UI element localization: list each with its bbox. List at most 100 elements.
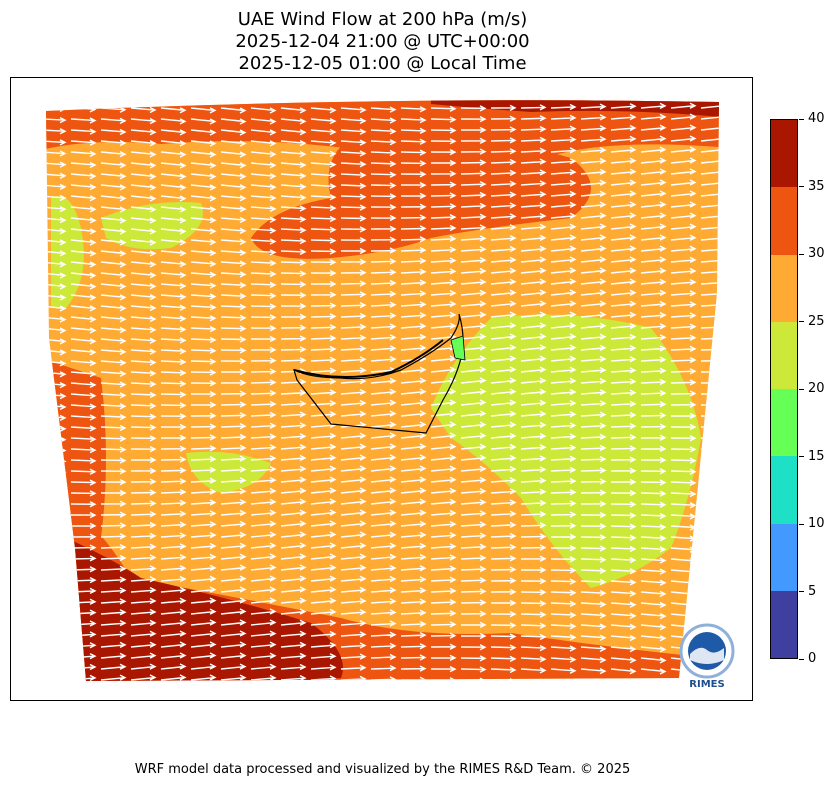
wind-arrow — [100, 674, 127, 681]
wind-arrow — [250, 162, 277, 169]
wind-arrow — [610, 679, 637, 682]
wind-arrow — [460, 632, 487, 640]
wind-arrow — [340, 367, 367, 374]
wind-arrow — [670, 290, 697, 297]
wind-arrow — [130, 162, 157, 169]
wind-arrow — [700, 312, 719, 319]
wind-arrow — [310, 259, 337, 266]
colorbar-tick-label: 40 — [808, 111, 825, 126]
wind-arrow — [250, 553, 277, 560]
wind-arrow — [160, 630, 187, 637]
wind-arrow — [400, 290, 427, 297]
wind-arrow — [370, 106, 397, 113]
wind-arrow — [640, 102, 667, 110]
wind-arrow — [670, 468, 697, 475]
uae-border-outline — [293, 313, 464, 434]
wind-arrow — [370, 542, 397, 549]
wind-arrow — [520, 212, 547, 220]
wind-arrow — [220, 162, 247, 169]
wind-arrow — [700, 113, 719, 120]
wind-arrow — [640, 223, 667, 230]
wind-arrow — [370, 258, 397, 265]
wind-arrow — [550, 634, 577, 641]
wind-arrow — [280, 129, 307, 136]
wind-arrow — [400, 542, 427, 550]
wind-arrow — [160, 619, 187, 626]
wind-arrow — [220, 216, 247, 224]
wind-arrow — [190, 217, 217, 224]
wind-arrow — [460, 666, 487, 673]
map-panel[interactable] — [10, 77, 753, 701]
wind-arrow — [490, 588, 517, 595]
wind-arrow — [340, 476, 367, 483]
colorbar-tick-label: 35 — [808, 178, 825, 194]
wind-arrow — [580, 534, 607, 541]
wind-arrow — [46, 555, 67, 562]
wind-arrow — [160, 326, 187, 333]
wind-arrow — [340, 258, 367, 265]
wind-arrow — [310, 509, 337, 516]
wind-arrow — [370, 620, 397, 627]
wind-arrow — [250, 542, 277, 549]
wind-arrow — [430, 116, 457, 123]
wind-arrow — [340, 432, 367, 439]
wind-arrow — [190, 652, 217, 659]
wind-arrow — [310, 432, 337, 440]
wind-arrow — [400, 312, 427, 319]
wind-arrow — [640, 657, 667, 664]
wind-arrow — [190, 238, 217, 246]
wind-arrow — [130, 467, 157, 474]
wind-arrow — [46, 161, 67, 168]
wind-arrow — [520, 388, 547, 395]
colorbar-level-0-5 — [771, 590, 797, 658]
wind-arrow — [430, 621, 457, 628]
wind-arrow — [400, 465, 427, 472]
wind-arrow — [370, 399, 397, 406]
wind-arrow — [130, 478, 157, 485]
wind-arrow — [460, 224, 487, 231]
wind-arrow — [46, 371, 67, 378]
wind-arrow — [220, 401, 247, 408]
wind-arrow — [520, 267, 547, 274]
wind-arrow — [520, 115, 547, 122]
wind-arrow — [610, 623, 637, 631]
wind-arrow — [490, 344, 517, 351]
wind-arrow — [700, 257, 719, 264]
wind-arrow — [400, 498, 427, 505]
wind-arrow — [160, 304, 187, 311]
wind-arrow — [580, 234, 607, 241]
wind-arrow — [280, 324, 307, 331]
wind-arrow — [490, 202, 517, 209]
wind-arrow — [370, 553, 397, 560]
wind-arrow — [670, 412, 697, 420]
wind-arrow — [550, 256, 577, 263]
wind-arrow — [310, 194, 337, 201]
wind-arrow — [400, 246, 427, 254]
wind-arrow — [610, 201, 637, 208]
wind-arrow — [550, 234, 577, 241]
wind-arrow — [640, 256, 667, 263]
wind-arrow — [250, 411, 277, 418]
wind-arrow — [640, 323, 667, 330]
wind-arrow — [70, 674, 97, 682]
wind-arrow — [280, 161, 307, 169]
wind-arrow — [580, 168, 607, 175]
wind-arrow — [460, 344, 487, 351]
wind-arrow — [520, 533, 547, 540]
wind-arrow — [550, 136, 577, 143]
uae-coastline — [293, 339, 444, 378]
wind-arrow — [460, 126, 487, 134]
wind-arrow — [100, 272, 127, 279]
wind-arrow — [100, 554, 127, 562]
wind-arrow — [520, 191, 547, 198]
colorbar-tick-label: 5 — [808, 583, 817, 599]
wind-arrow — [460, 137, 487, 144]
wind-arrow — [580, 179, 607, 186]
wind-arrow — [430, 487, 457, 494]
wind-arrow — [46, 250, 67, 257]
wind-arrow — [580, 634, 607, 641]
wind-arrow — [160, 173, 187, 180]
wind-arrow — [190, 423, 217, 430]
colorbar-tick-label: 25 — [808, 313, 825, 329]
wind-arrow — [640, 389, 667, 397]
